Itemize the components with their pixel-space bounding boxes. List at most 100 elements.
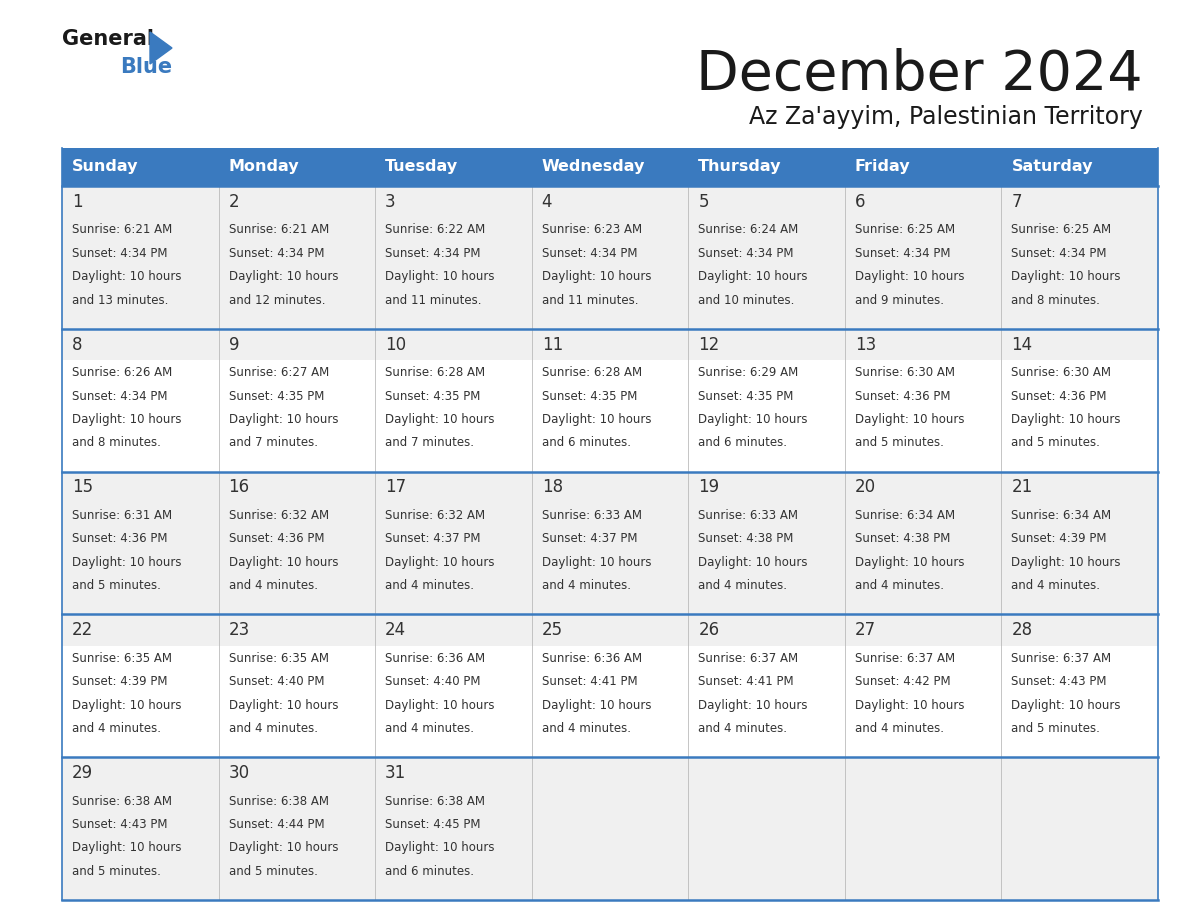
Bar xyxy=(62,614,1158,757)
Text: 8: 8 xyxy=(72,335,82,353)
Bar xyxy=(532,757,688,789)
Bar xyxy=(688,472,845,503)
Bar xyxy=(532,186,688,218)
Text: Daylight: 10 hours: Daylight: 10 hours xyxy=(542,270,651,284)
Text: Sunrise: 6:23 AM: Sunrise: 6:23 AM xyxy=(542,223,642,237)
Bar xyxy=(62,757,219,789)
Text: and 6 minutes.: and 6 minutes. xyxy=(542,436,631,450)
Polygon shape xyxy=(150,32,172,64)
Bar xyxy=(219,472,375,503)
Text: and 11 minutes.: and 11 minutes. xyxy=(385,294,481,307)
Text: Daylight: 10 hours: Daylight: 10 hours xyxy=(72,842,182,855)
Text: and 4 minutes.: and 4 minutes. xyxy=(855,722,943,735)
Bar xyxy=(62,614,219,646)
Text: and 5 minutes.: and 5 minutes. xyxy=(228,865,317,878)
Text: Sunrise: 6:27 AM: Sunrise: 6:27 AM xyxy=(228,366,329,379)
Text: 11: 11 xyxy=(542,335,563,353)
Text: Sunday: Sunday xyxy=(72,160,139,174)
Text: Sunrise: 6:37 AM: Sunrise: 6:37 AM xyxy=(855,652,955,665)
Bar xyxy=(845,186,1001,218)
Text: Daylight: 10 hours: Daylight: 10 hours xyxy=(699,413,808,426)
Text: Sunset: 4:34 PM: Sunset: 4:34 PM xyxy=(1011,247,1107,260)
Bar xyxy=(532,329,688,360)
Text: 27: 27 xyxy=(855,621,876,639)
Text: Sunset: 4:36 PM: Sunset: 4:36 PM xyxy=(1011,389,1107,403)
Bar xyxy=(688,186,845,218)
Text: Daylight: 10 hours: Daylight: 10 hours xyxy=(228,413,339,426)
Text: Daylight: 10 hours: Daylight: 10 hours xyxy=(699,270,808,284)
Text: and 7 minutes.: and 7 minutes. xyxy=(228,436,317,450)
Text: 10: 10 xyxy=(385,335,406,353)
Text: Sunset: 4:34 PM: Sunset: 4:34 PM xyxy=(72,247,168,260)
Bar xyxy=(375,614,532,646)
Text: Sunrise: 6:38 AM: Sunrise: 6:38 AM xyxy=(385,795,485,808)
Text: and 4 minutes.: and 4 minutes. xyxy=(228,579,317,592)
Text: Sunrise: 6:32 AM: Sunrise: 6:32 AM xyxy=(385,509,485,522)
Text: Sunrise: 6:31 AM: Sunrise: 6:31 AM xyxy=(72,509,172,522)
Text: Sunset: 4:41 PM: Sunset: 4:41 PM xyxy=(542,676,637,688)
Text: 3: 3 xyxy=(385,193,396,211)
Text: Daylight: 10 hours: Daylight: 10 hours xyxy=(72,270,182,284)
Text: General: General xyxy=(62,29,154,49)
Text: Sunrise: 6:21 AM: Sunrise: 6:21 AM xyxy=(72,223,172,237)
Text: and 4 minutes.: and 4 minutes. xyxy=(542,579,631,592)
Text: Sunrise: 6:35 AM: Sunrise: 6:35 AM xyxy=(228,652,329,665)
Text: and 5 minutes.: and 5 minutes. xyxy=(72,579,160,592)
Text: Daylight: 10 hours: Daylight: 10 hours xyxy=(385,699,494,711)
Text: Sunset: 4:34 PM: Sunset: 4:34 PM xyxy=(855,247,950,260)
Text: and 5 minutes.: and 5 minutes. xyxy=(72,865,160,878)
Text: Sunset: 4:40 PM: Sunset: 4:40 PM xyxy=(385,676,481,688)
Text: Sunrise: 6:21 AM: Sunrise: 6:21 AM xyxy=(228,223,329,237)
Bar xyxy=(532,614,688,646)
Text: Daylight: 10 hours: Daylight: 10 hours xyxy=(72,556,182,569)
Text: Daylight: 10 hours: Daylight: 10 hours xyxy=(1011,413,1121,426)
Text: and 4 minutes.: and 4 minutes. xyxy=(699,579,788,592)
Text: 5: 5 xyxy=(699,193,709,211)
Text: Daylight: 10 hours: Daylight: 10 hours xyxy=(542,699,651,711)
Text: and 13 minutes.: and 13 minutes. xyxy=(72,294,169,307)
Text: and 10 minutes.: and 10 minutes. xyxy=(699,294,795,307)
Text: Daylight: 10 hours: Daylight: 10 hours xyxy=(385,270,494,284)
Text: Sunrise: 6:24 AM: Sunrise: 6:24 AM xyxy=(699,223,798,237)
Bar xyxy=(219,757,375,789)
Text: 25: 25 xyxy=(542,621,563,639)
Text: Sunrise: 6:34 AM: Sunrise: 6:34 AM xyxy=(1011,509,1112,522)
Bar xyxy=(62,329,1158,472)
Text: Sunset: 4:35 PM: Sunset: 4:35 PM xyxy=(699,389,794,403)
Bar xyxy=(845,614,1001,646)
Text: Sunrise: 6:29 AM: Sunrise: 6:29 AM xyxy=(699,366,798,379)
Text: Daylight: 10 hours: Daylight: 10 hours xyxy=(228,842,339,855)
Text: Daylight: 10 hours: Daylight: 10 hours xyxy=(1011,270,1121,284)
Text: Daylight: 10 hours: Daylight: 10 hours xyxy=(542,413,651,426)
Text: and 8 minutes.: and 8 minutes. xyxy=(1011,294,1100,307)
Text: and 6 minutes.: and 6 minutes. xyxy=(385,865,474,878)
Text: and 5 minutes.: and 5 minutes. xyxy=(855,436,943,450)
Text: Daylight: 10 hours: Daylight: 10 hours xyxy=(72,413,182,426)
Text: Sunset: 4:35 PM: Sunset: 4:35 PM xyxy=(385,389,480,403)
Text: Daylight: 10 hours: Daylight: 10 hours xyxy=(385,556,494,569)
Text: 19: 19 xyxy=(699,478,720,497)
Bar xyxy=(375,472,532,503)
Text: Sunrise: 6:34 AM: Sunrise: 6:34 AM xyxy=(855,509,955,522)
Bar xyxy=(62,329,219,360)
Text: Sunset: 4:35 PM: Sunset: 4:35 PM xyxy=(542,389,637,403)
Text: 14: 14 xyxy=(1011,335,1032,353)
Text: 24: 24 xyxy=(385,621,406,639)
Bar xyxy=(219,329,375,360)
Text: 7: 7 xyxy=(1011,193,1022,211)
Text: Sunrise: 6:37 AM: Sunrise: 6:37 AM xyxy=(699,652,798,665)
Text: Sunrise: 6:22 AM: Sunrise: 6:22 AM xyxy=(385,223,486,237)
Text: Sunset: 4:38 PM: Sunset: 4:38 PM xyxy=(855,532,950,545)
Bar xyxy=(62,472,219,503)
Text: 9: 9 xyxy=(228,335,239,353)
Text: Daylight: 10 hours: Daylight: 10 hours xyxy=(1011,556,1121,569)
Text: Sunrise: 6:30 AM: Sunrise: 6:30 AM xyxy=(1011,366,1112,379)
Text: Thursday: Thursday xyxy=(699,160,782,174)
Text: Tuesday: Tuesday xyxy=(385,160,459,174)
Text: Friday: Friday xyxy=(855,160,910,174)
Text: Sunrise: 6:36 AM: Sunrise: 6:36 AM xyxy=(385,652,485,665)
Bar xyxy=(62,148,1158,186)
Text: Daylight: 10 hours: Daylight: 10 hours xyxy=(855,413,965,426)
Bar xyxy=(1001,472,1158,503)
Bar xyxy=(62,472,1158,614)
